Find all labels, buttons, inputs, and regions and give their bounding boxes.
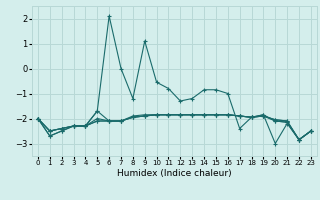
X-axis label: Humidex (Indice chaleur): Humidex (Indice chaleur)	[117, 169, 232, 178]
